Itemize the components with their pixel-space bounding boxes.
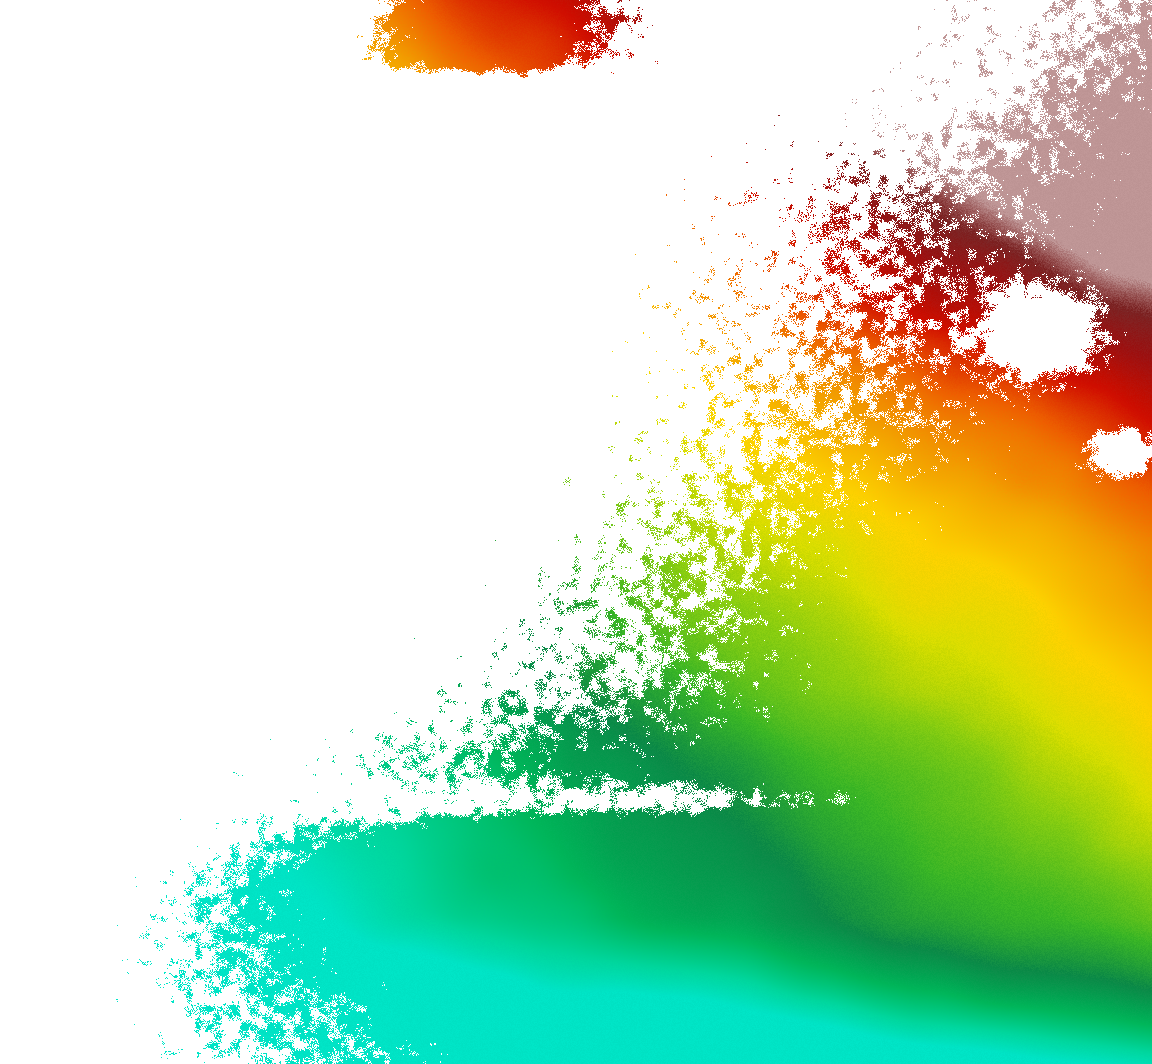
raster-data-layer[interactable] [0,0,1152,1064]
raster-map-viewport[interactable]: jet-like-rainbow raster-data-layer white… [0,0,1152,1064]
